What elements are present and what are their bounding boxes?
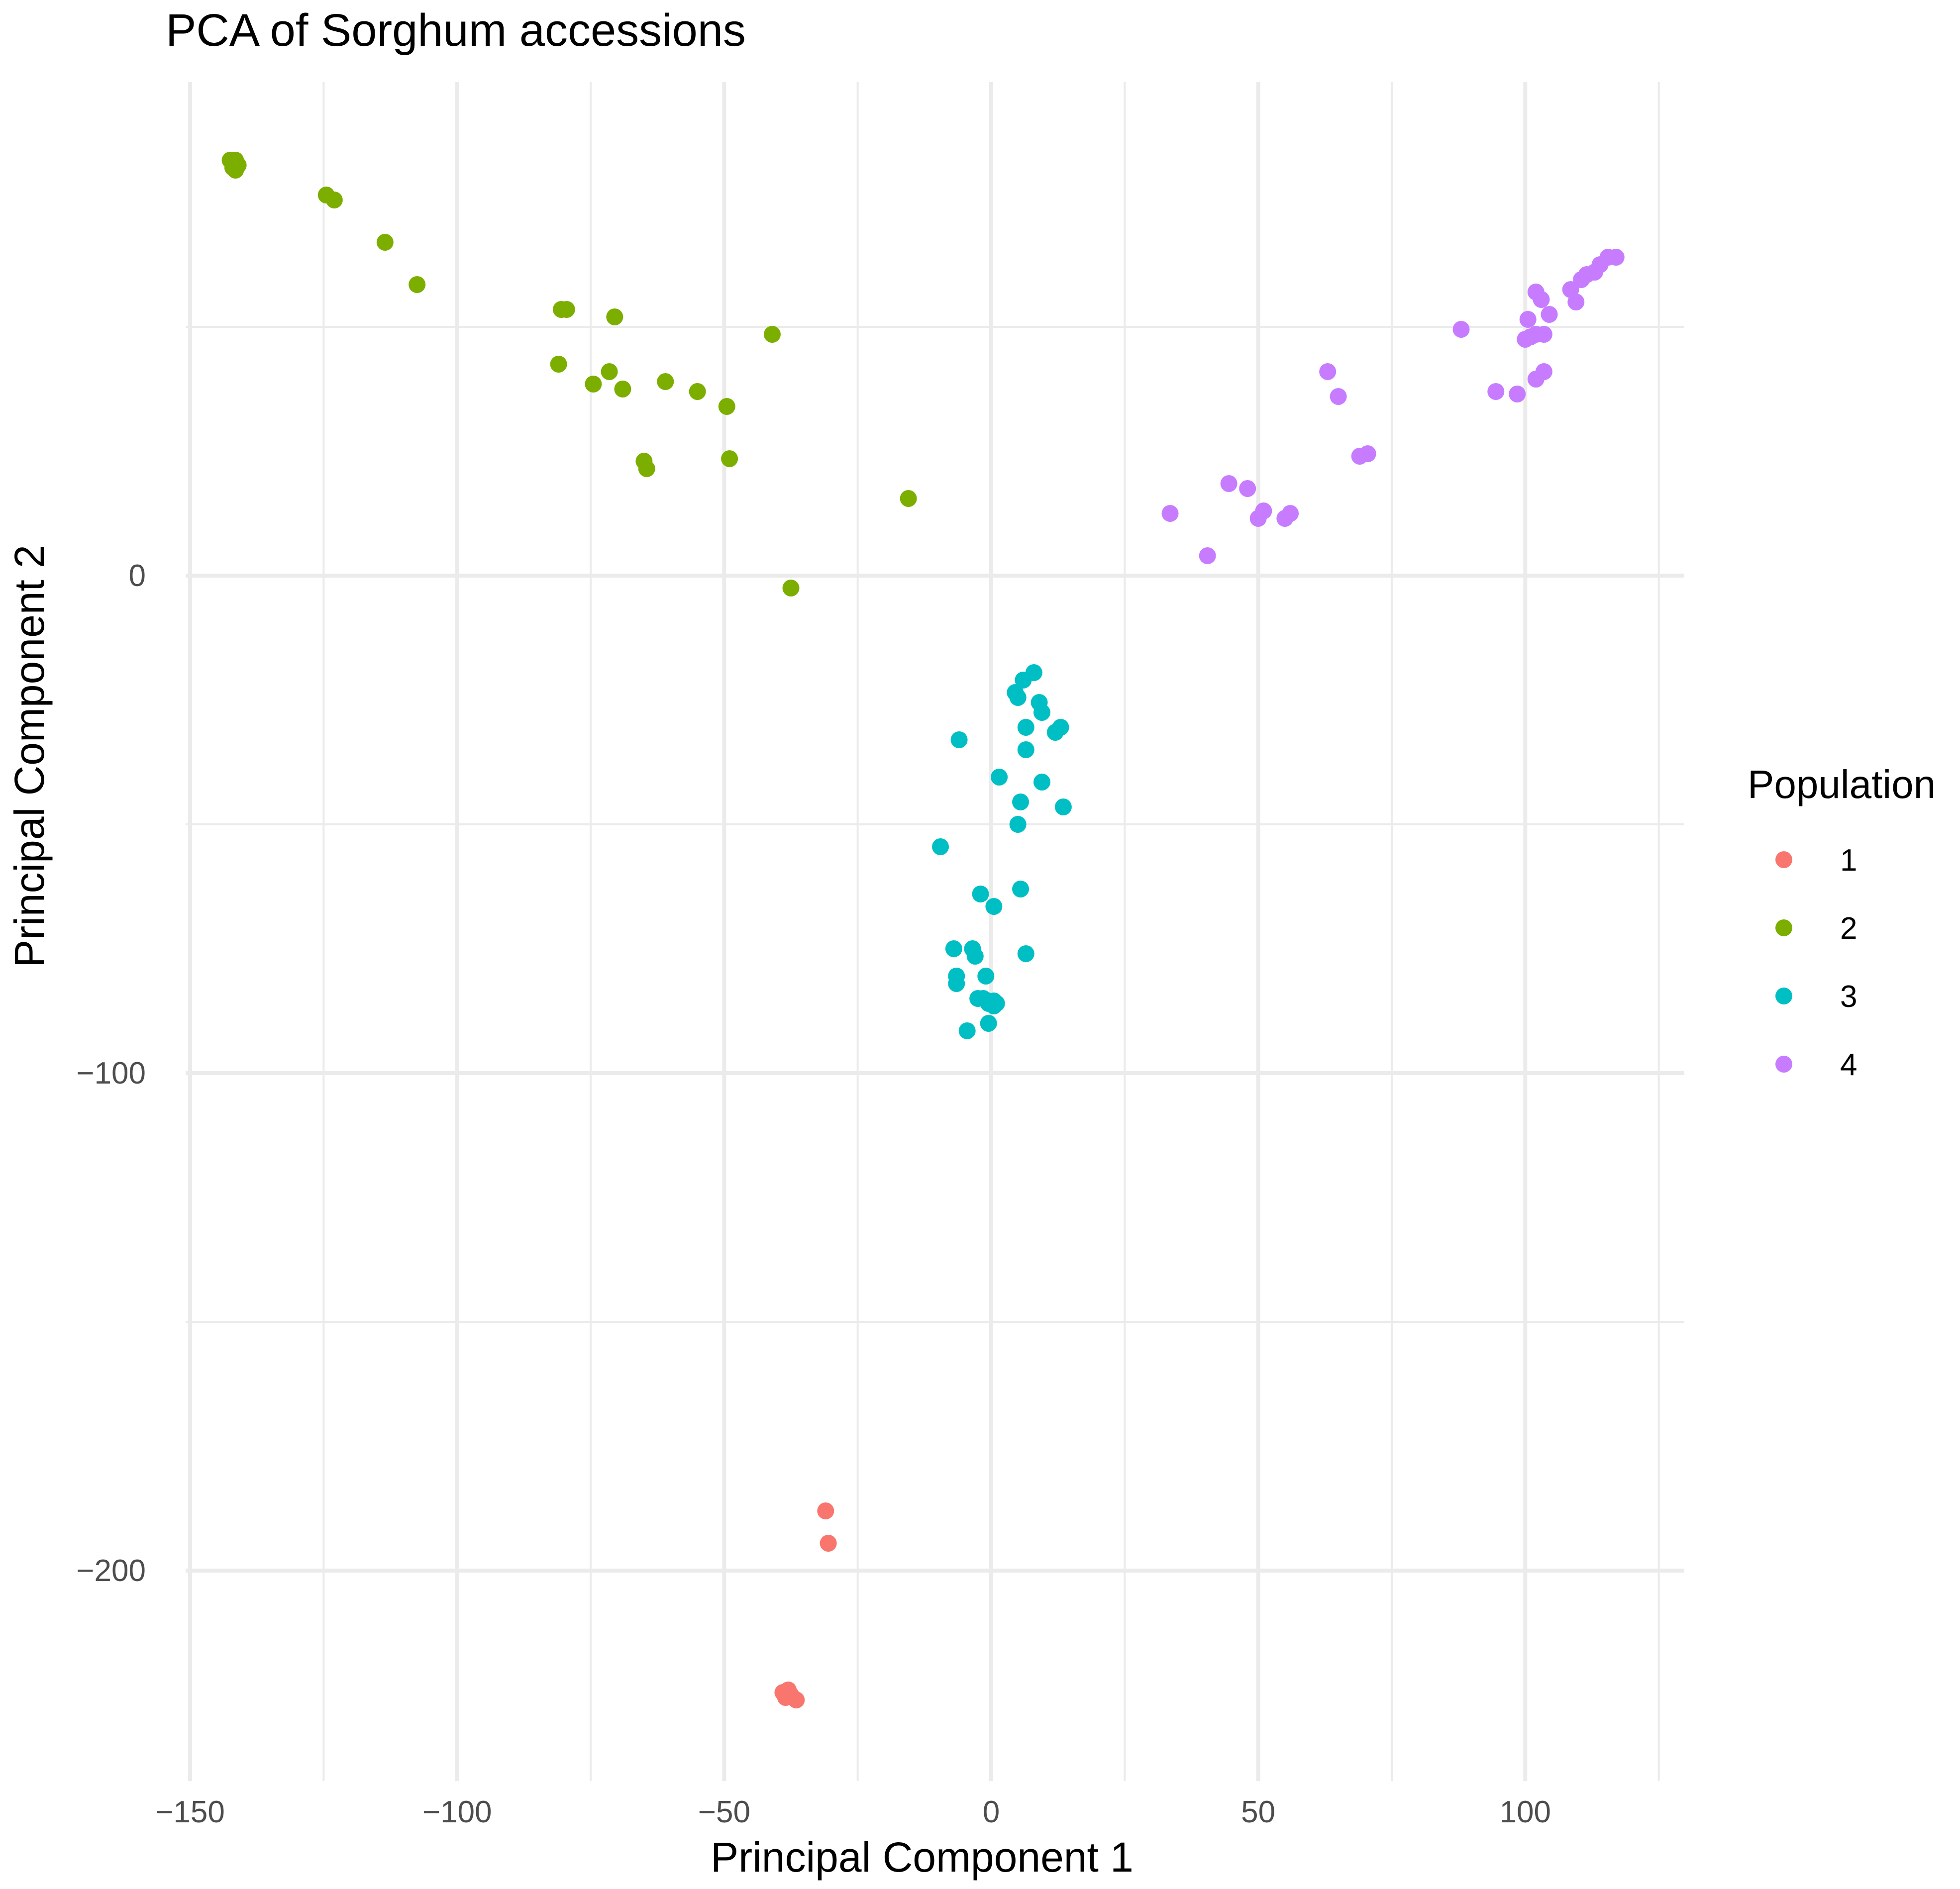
y-axis-title: Principal Component 2 bbox=[6, 545, 53, 968]
data-point-population-4 bbox=[1487, 383, 1505, 400]
x-tick-label: −100 bbox=[422, 1795, 492, 1829]
data-point-population-4 bbox=[1351, 448, 1368, 465]
data-point-population-3 bbox=[1015, 672, 1032, 689]
data-point-population-2 bbox=[606, 308, 623, 325]
data-point-population-2 bbox=[325, 192, 343, 208]
legend-key-population-2 bbox=[1775, 919, 1792, 936]
data-point-population-3 bbox=[980, 1015, 997, 1032]
data-point-population-3 bbox=[991, 769, 1008, 786]
data-points bbox=[221, 152, 1625, 1708]
data-point-population-4 bbox=[1276, 510, 1294, 527]
data-point-population-4 bbox=[1509, 386, 1526, 402]
data-point-population-3 bbox=[1033, 704, 1050, 721]
legend-label-population-3: 3 bbox=[1840, 980, 1857, 1014]
data-point-population-1 bbox=[782, 1687, 800, 1703]
data-point-population-2 bbox=[782, 580, 800, 597]
y-tick-label: −200 bbox=[76, 1554, 146, 1588]
data-point-population-2 bbox=[689, 383, 706, 400]
data-point-population-2 bbox=[601, 363, 618, 380]
data-point-population-3 bbox=[950, 731, 968, 748]
x-tick-label: −150 bbox=[155, 1795, 225, 1829]
data-point-population-3 bbox=[948, 975, 965, 992]
data-point-population-3 bbox=[1012, 881, 1030, 897]
data-point-population-2 bbox=[224, 154, 241, 171]
data-point-population-3 bbox=[1033, 774, 1050, 791]
data-point-population-4 bbox=[1567, 294, 1585, 310]
legend-label-population-4: 4 bbox=[1840, 1048, 1857, 1082]
data-point-population-4 bbox=[1535, 326, 1552, 343]
legend-title: Population bbox=[1748, 762, 1936, 806]
data-point-population-4 bbox=[1330, 388, 1347, 405]
legend-entries: 1 2 3 4 bbox=[1775, 843, 1857, 1082]
data-point-population-3 bbox=[1017, 945, 1034, 962]
data-point-population-4 bbox=[1522, 328, 1540, 345]
data-point-population-3 bbox=[1054, 798, 1072, 815]
data-point-population-4 bbox=[1199, 547, 1216, 564]
data-point-population-3 bbox=[958, 1022, 976, 1039]
legend-key-population-1 bbox=[1775, 851, 1792, 868]
legend-key-population-4 bbox=[1775, 1056, 1792, 1073]
y-axis-ticks: 0 −100 −200 bbox=[76, 559, 146, 1588]
x-tick-label: 0 bbox=[983, 1795, 1000, 1829]
data-point-population-3 bbox=[988, 995, 1005, 1012]
data-point-population-2 bbox=[614, 381, 631, 398]
data-point-population-3 bbox=[1046, 724, 1064, 741]
data-point-population-3 bbox=[1007, 684, 1024, 701]
data-point-population-4 bbox=[1519, 311, 1537, 328]
data-point-population-1 bbox=[820, 1535, 837, 1552]
data-point-population-3 bbox=[945, 940, 962, 957]
x-axis-ticks: −150 −100 −50 0 50 100 bbox=[155, 1795, 1551, 1829]
legend-label-population-1: 1 bbox=[1840, 843, 1857, 878]
data-point-population-2 bbox=[409, 276, 426, 293]
data-point-population-3 bbox=[966, 948, 984, 965]
data-point-population-2 bbox=[376, 234, 394, 251]
data-point-population-2 bbox=[657, 373, 674, 390]
data-point-population-4 bbox=[1239, 480, 1256, 497]
data-point-population-4 bbox=[1220, 475, 1238, 492]
x-axis-title: Principal Component 1 bbox=[711, 1834, 1134, 1881]
data-point-population-2 bbox=[900, 490, 917, 507]
data-point-population-2 bbox=[558, 301, 575, 318]
x-tick-label: −50 bbox=[698, 1795, 750, 1829]
data-point-population-2 bbox=[585, 376, 602, 393]
data-point-population-4 bbox=[1452, 321, 1470, 338]
legend: Population 1 2 3 4 bbox=[1748, 762, 1936, 1082]
legend-label-population-2: 2 bbox=[1840, 911, 1857, 946]
data-point-population-4 bbox=[1319, 363, 1337, 380]
data-point-population-4 bbox=[1527, 371, 1545, 388]
data-point-population-1 bbox=[817, 1502, 834, 1519]
data-point-population-4 bbox=[1541, 306, 1558, 323]
chart-title: PCA of Sorghum accessions bbox=[166, 5, 746, 56]
data-point-population-3 bbox=[1012, 794, 1030, 810]
data-point-population-3 bbox=[1017, 741, 1034, 758]
data-point-population-3 bbox=[932, 838, 949, 855]
data-point-population-4 bbox=[1161, 505, 1179, 522]
data-point-population-2 bbox=[763, 326, 781, 343]
y-tick-label: 0 bbox=[129, 559, 146, 593]
data-point-population-4 bbox=[1572, 271, 1590, 288]
data-point-population-3 bbox=[985, 898, 1003, 915]
data-point-population-3 bbox=[977, 968, 995, 985]
legend-key-population-3 bbox=[1775, 988, 1792, 1004]
data-point-population-4 bbox=[1533, 291, 1550, 308]
grid-lines bbox=[186, 82, 1684, 1781]
x-tick-label: 50 bbox=[1241, 1795, 1275, 1829]
data-point-population-3 bbox=[972, 886, 989, 902]
data-point-population-2 bbox=[718, 398, 735, 415]
data-point-population-3 bbox=[1017, 719, 1034, 736]
data-point-population-2 bbox=[638, 460, 655, 477]
y-tick-label: −100 bbox=[76, 1056, 146, 1091]
data-point-population-2 bbox=[550, 356, 567, 373]
data-point-population-2 bbox=[721, 450, 738, 467]
data-point-population-3 bbox=[1009, 816, 1027, 833]
x-tick-label: 100 bbox=[1500, 1795, 1551, 1829]
data-point-population-4 bbox=[1249, 510, 1267, 527]
